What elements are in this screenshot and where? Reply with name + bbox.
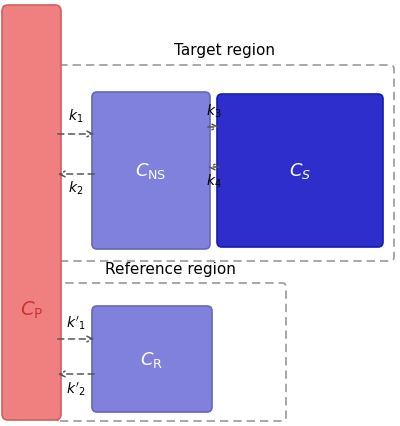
Text: $k_4$: $k_4$ [206, 173, 221, 190]
Text: $C_{S}$: $C_{S}$ [289, 161, 311, 181]
FancyBboxPatch shape [2, 6, 61, 420]
Text: Target region: Target region [174, 43, 276, 58]
Text: $k_1$: $k_1$ [68, 107, 84, 125]
Text: $k_3$: $k_3$ [206, 102, 221, 120]
Text: $C_{\mathrm{NS}}$: $C_{\mathrm{NS}}$ [135, 161, 167, 181]
Text: Reference region: Reference region [105, 262, 236, 276]
Text: $k'_1$: $k'_1$ [66, 314, 86, 331]
FancyBboxPatch shape [92, 306, 212, 412]
FancyBboxPatch shape [92, 93, 210, 249]
FancyBboxPatch shape [217, 95, 383, 248]
Text: $k'_2$: $k'_2$ [66, 379, 86, 397]
Text: $C_{\mathrm{P}}$: $C_{\mathrm{P}}$ [20, 299, 43, 320]
Text: $C_{\mathrm{R}}$: $C_{\mathrm{R}}$ [140, 349, 164, 369]
Text: $k_2$: $k_2$ [68, 180, 84, 197]
